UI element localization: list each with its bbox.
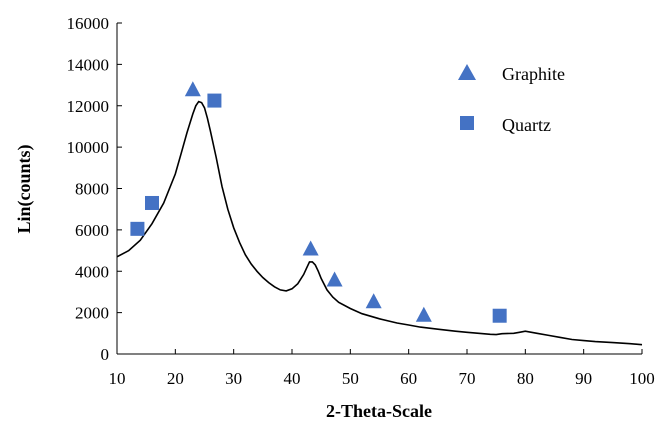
y-tick-label: 12000	[67, 97, 110, 116]
legend-graphite-marker	[458, 64, 476, 80]
y-tick-label: 6000	[75, 221, 109, 240]
graphite-marker	[184, 81, 201, 97]
graphite-marker	[302, 240, 319, 256]
x-tick-label: 30	[225, 369, 242, 388]
y-tick-label: 8000	[75, 180, 109, 199]
x-tick-label: 70	[459, 369, 476, 388]
x-tick-label: 40	[284, 369, 301, 388]
x-axis-title: 2-Theta-Scale	[326, 401, 432, 421]
graphite-marker	[365, 293, 382, 309]
x-tick-label: 50	[342, 369, 359, 388]
xrd-pattern-line	[116, 100, 643, 346]
y-tick-label: 2000	[75, 304, 109, 323]
plot-area: 0 2000 4000 6000 8000 10000 12000 14000 16000 10…	[67, 14, 655, 388]
y-ticks: 0 2000 4000 6000 8000 10000 12000 14000 16000	[67, 14, 122, 364]
quartz-marker	[207, 93, 222, 108]
quartz-marker	[145, 195, 159, 210]
quartz-marker	[130, 221, 145, 236]
legend-quartz-label: Quartz	[502, 115, 551, 135]
x-tick-label: 80	[517, 369, 534, 388]
quartz-marker	[492, 308, 507, 323]
x-tick-label: 60	[400, 369, 417, 388]
x-tick-label: 100	[629, 369, 655, 388]
graphite-marker	[415, 306, 432, 322]
y-tick-label: 10000	[67, 138, 110, 157]
y-tick-label: 16000	[67, 14, 110, 33]
x-ticks: 10 20 30 40 50 60 70 80 90 100	[109, 349, 655, 388]
x-tick-label: 20	[167, 369, 184, 388]
x-tick-label: 90	[575, 369, 592, 388]
phase-markers	[130, 81, 507, 323]
y-tick-label: 0	[101, 345, 110, 364]
x-tick-label: 10	[109, 369, 126, 388]
legend: Graphite Quartz	[458, 64, 565, 135]
graphite-marker	[326, 271, 343, 287]
legend-graphite-label: Graphite	[502, 64, 565, 84]
y-tick-label: 4000	[75, 262, 109, 281]
legend-quartz-marker	[460, 116, 474, 130]
y-tick-label: 14000	[67, 55, 110, 74]
y-axis-title: Lin(counts)	[14, 144, 35, 233]
